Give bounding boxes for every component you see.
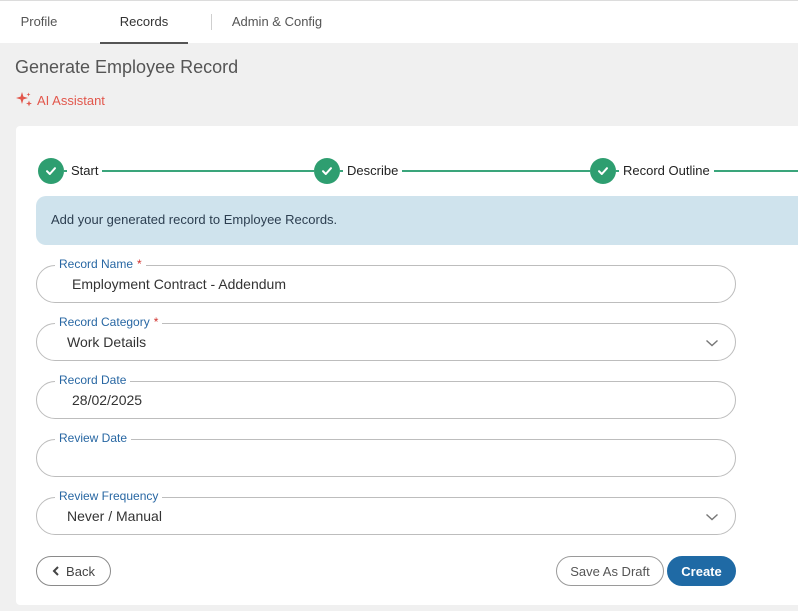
review-date-label: Review Date (55, 430, 132, 446)
step-complete-icon (590, 158, 616, 184)
ai-assistant-label: AI Assistant (37, 92, 105, 108)
record-category-value: Work Details (67, 334, 147, 350)
create-button-label: Create (681, 563, 722, 579)
record-name-value: Employment Contract - Addendum (72, 276, 286, 292)
step-connector (64, 170, 314, 172)
record-name-label: Record Name * (55, 256, 146, 272)
save-draft-label: Save As Draft (570, 563, 650, 579)
chevron-down-icon (706, 339, 718, 347)
chevron-left-icon (52, 566, 59, 576)
record-date-label: Record Date (55, 372, 131, 388)
top-nav: Profile Records Admin & Config (0, 0, 798, 44)
step-label-start: Start (67, 163, 103, 178)
record-name-field[interactable]: Record Name * Employment Contract - Adden… (36, 256, 736, 303)
step-label-record-outline: Record Outline (619, 163, 714, 178)
tab-records[interactable]: Records (100, 1, 188, 44)
review-frequency-select[interactable]: Review Frequency Never / Manual (36, 488, 736, 535)
step-complete-icon (38, 158, 64, 184)
step-connector (340, 170, 590, 172)
record-date-field[interactable]: Record Date 28/02/2025 (36, 372, 736, 419)
review-date-field[interactable]: Review Date (36, 430, 736, 477)
record-category-select[interactable]: Record Category * Work Details (36, 314, 736, 361)
back-button-label: Back (66, 563, 95, 579)
save-draft-button[interactable]: Save As Draft (556, 556, 664, 586)
ai-assistant-link[interactable]: AI Assistant (15, 90, 105, 110)
tab-admin-config[interactable]: Admin & Config (231, 14, 323, 29)
review-frequency-value: Never / Manual (67, 508, 162, 524)
create-button[interactable]: Create (667, 556, 736, 586)
required-marker: * (153, 315, 159, 329)
page-title: Generate Employee Record (15, 57, 239, 77)
record-category-label: Record Category * (55, 314, 163, 330)
step-complete-icon (314, 158, 340, 184)
info-banner: Add your generated record to Employee Re… (36, 196, 798, 245)
back-button[interactable]: Back (36, 556, 111, 586)
record-date-value: 28/02/2025 (72, 392, 143, 408)
sparkle-icon (16, 92, 32, 107)
tab-divider (211, 14, 212, 30)
required-marker: * (137, 257, 142, 271)
chevron-down-icon (706, 513, 718, 521)
tab-profile[interactable]: Profile (20, 14, 58, 29)
step-label-describe: Describe (343, 163, 403, 178)
review-frequency-label: Review Frequency (55, 488, 163, 504)
